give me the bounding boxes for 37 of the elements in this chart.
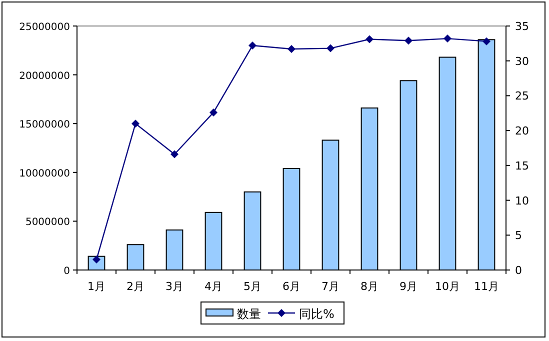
point [170,150,178,158]
x-tick-label: 9月 [400,280,418,293]
y2-tick-label: 15 [515,159,529,172]
point [482,37,490,46]
x-tick-label: 4月 [204,280,222,293]
y-tick-label: 10000000 [19,168,70,180]
y2-tick-label: 5 [515,229,522,242]
y2-tick-label: 25 [515,90,529,103]
y-tick-label: 0 [64,266,70,277]
x-tick-label: 10月 [435,280,460,293]
y2-tick-label: 0 [515,264,522,277]
legend-label: 同比% [299,307,334,321]
y-tick-label: 5000000 [25,217,70,228]
point [288,45,296,54]
point [248,42,256,50]
y-tick-label: 25000000 [19,22,70,33]
y2-tick-label: 30 [515,54,529,68]
legend-label: 数量 [237,307,261,321]
x-tick-label: 11月 [474,280,499,293]
x-tick-label: 2月 [126,280,144,293]
point [132,120,140,128]
x-tick-label: 3月 [166,280,184,293]
x-tick-label: 6月 [282,280,300,293]
point [326,44,334,52]
x-tick-label: 5月 [244,280,262,293]
y2-tick-label: 20 [515,124,529,138]
y-tick-label: 20000000 [19,70,70,82]
point [404,36,412,45]
x-tick-label: 7月 [322,280,340,293]
x-tick-label: 8月 [360,280,378,293]
point [366,35,374,44]
point [444,34,452,43]
y-tick-label: 15000000 [19,120,70,131]
x-tick-label: 1月 [88,280,106,293]
y2-tick-label: 35 [515,20,529,33]
point [210,108,218,116]
y2-tick-label: 10 [515,194,529,208]
